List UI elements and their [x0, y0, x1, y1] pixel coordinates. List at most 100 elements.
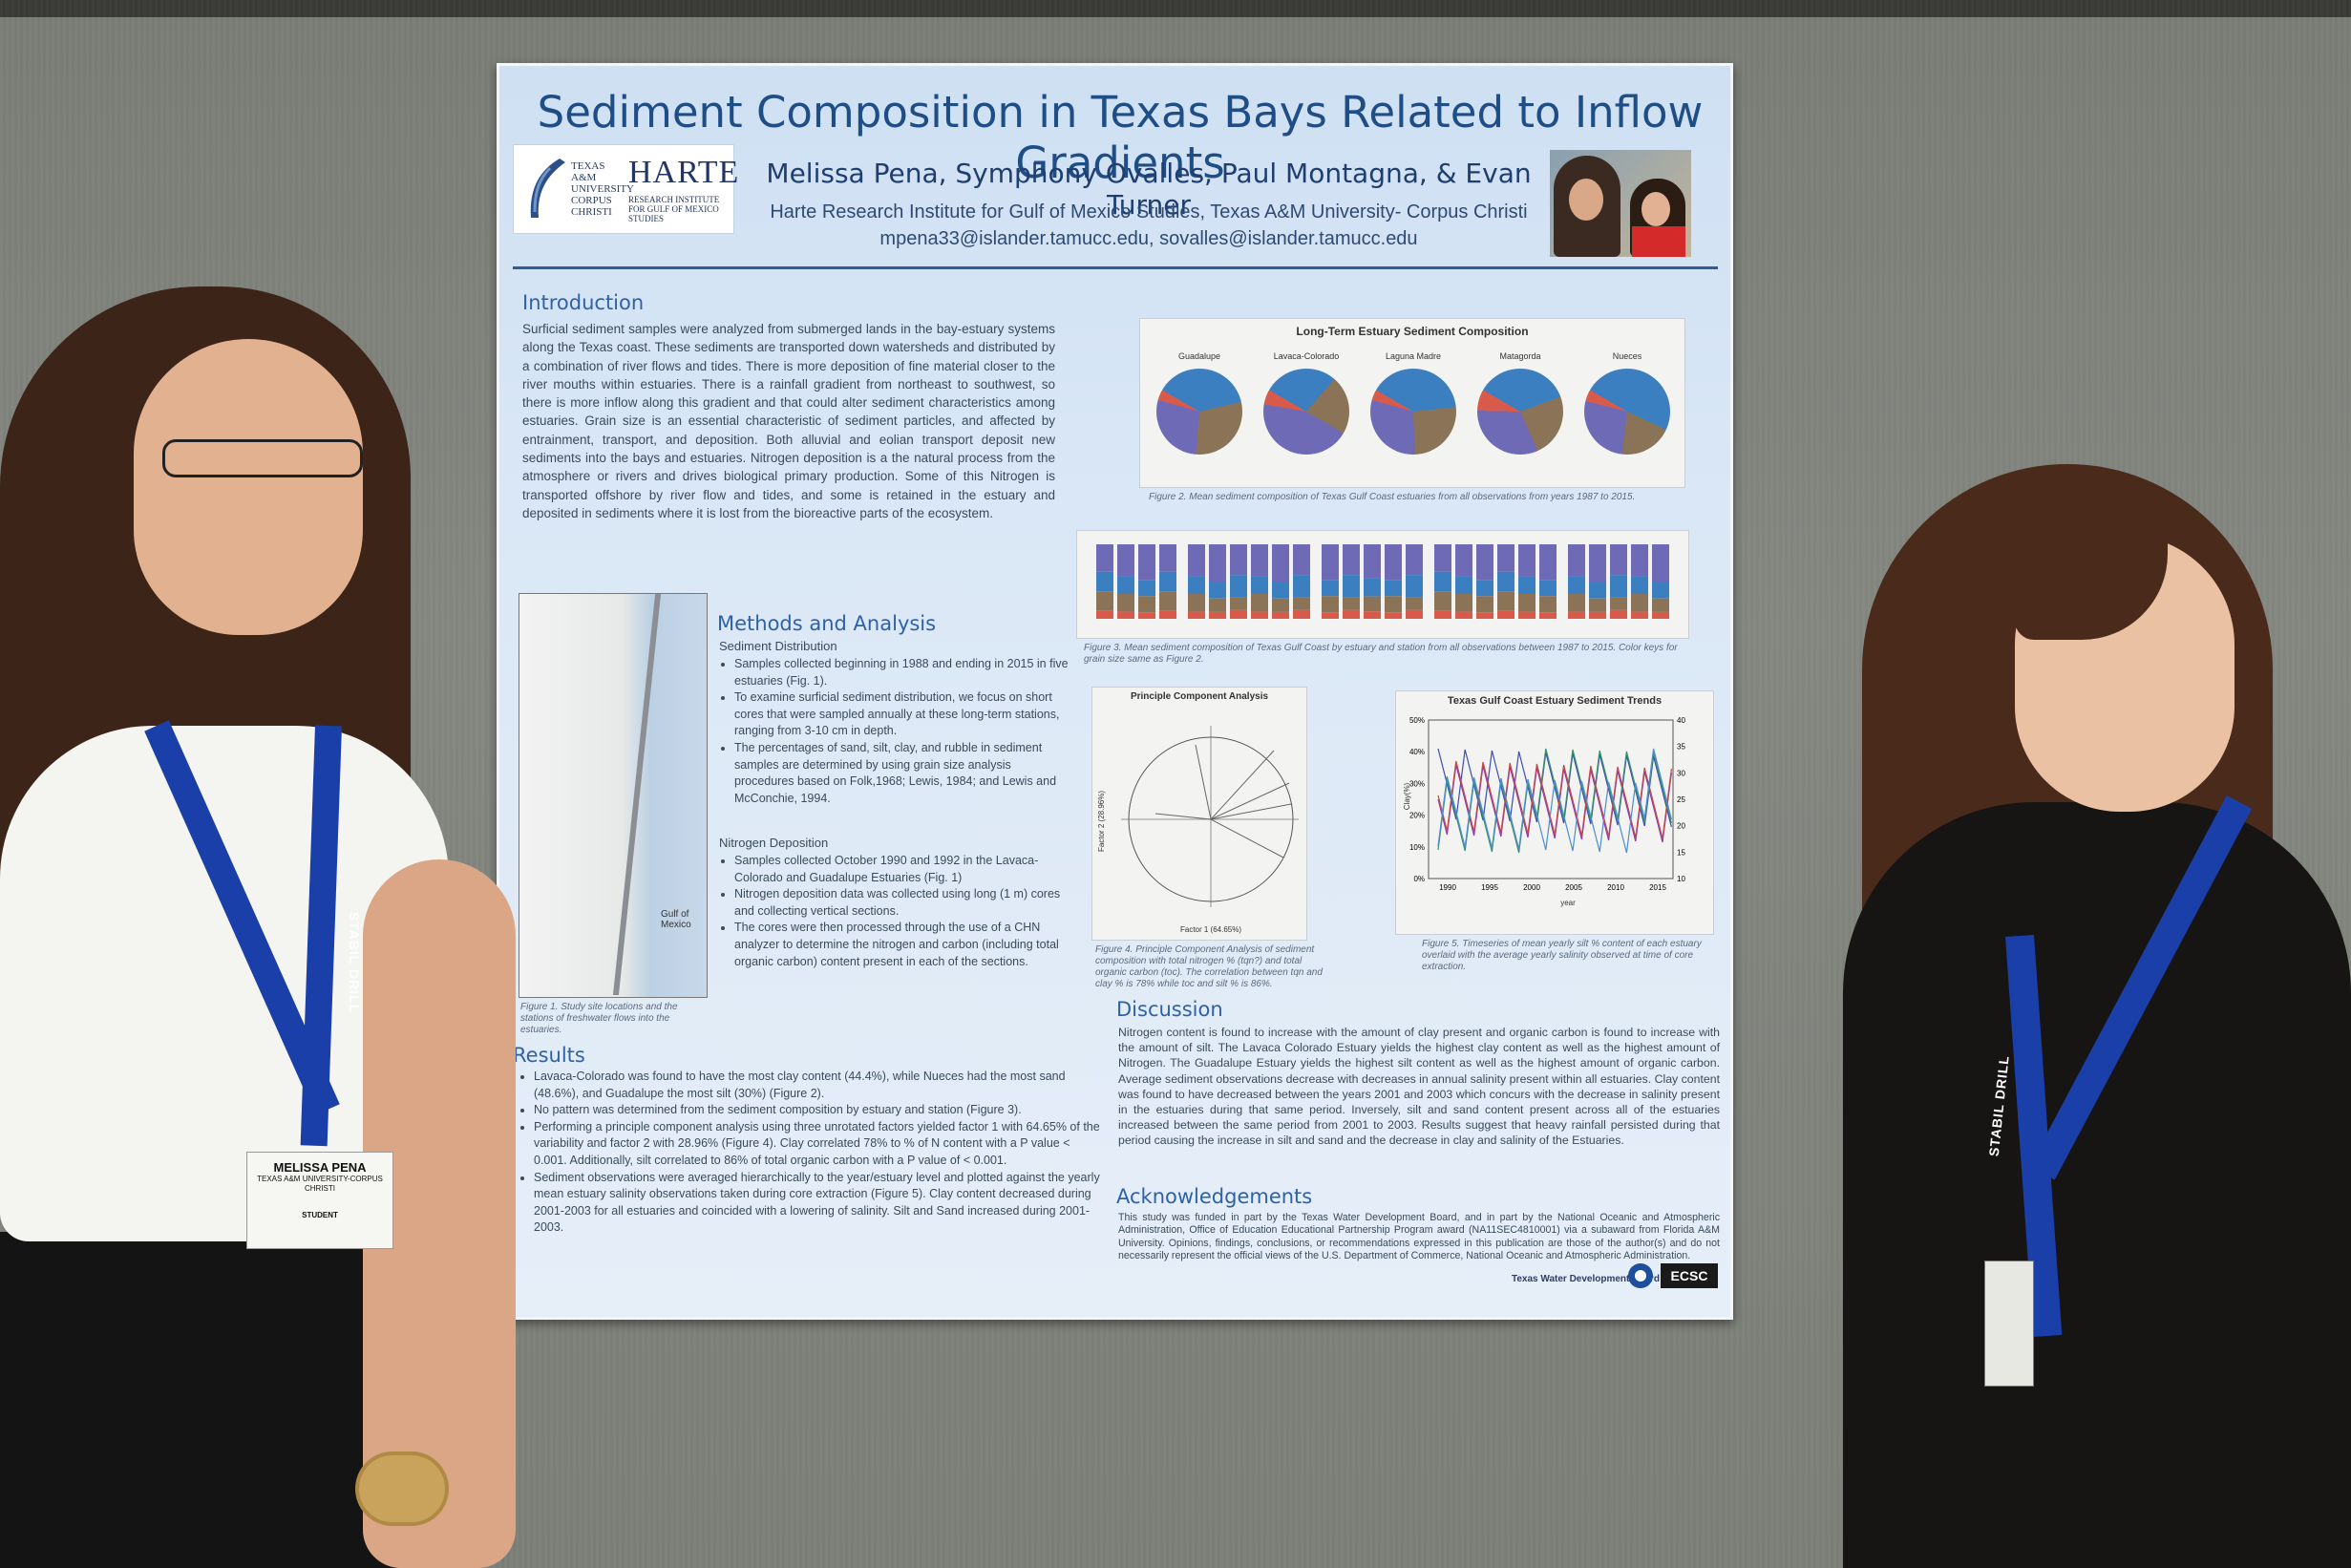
x-tick-label: 2000 — [1523, 883, 1540, 892]
stacked-bar-segment — [1539, 596, 1557, 613]
stacked-bar-segment — [1096, 591, 1113, 611]
y2-tick-label: 40 — [1677, 716, 1685, 725]
stacked-bar-segment — [1138, 596, 1155, 613]
y-tick-label: 50% — [1409, 716, 1425, 725]
stacked-bar-segment — [1209, 544, 1226, 582]
face — [134, 339, 363, 635]
series-line — [1437, 748, 1672, 828]
stacked-bar-segment — [1518, 594, 1536, 612]
stacked-bar-segment — [1589, 611, 1606, 619]
stacked-bar-segment — [1230, 544, 1247, 576]
y2-tick-label: 25 — [1677, 795, 1685, 804]
stacked-bar-segment — [1434, 544, 1451, 572]
stacked-bar-segment — [1497, 610, 1514, 619]
figure2-title: Long-Term Estuary Sediment Composition — [1296, 325, 1529, 338]
logo-university-text: TEXAS A&M UNIVERSITY CORPUS CHRISTI — [571, 160, 634, 218]
stacked-bar-segment — [1251, 576, 1268, 594]
funder-logos: Texas Water Development Board — [1512, 1269, 1660, 1286]
stacked-bar-segment — [1434, 591, 1451, 611]
poster-affiliation: Harte Research Institute for Gulf of Mex… — [770, 201, 1528, 222]
y2-tick-label: 20 — [1677, 822, 1685, 831]
stacked-bar-segment — [1364, 611, 1381, 619]
stacked-bar-segment — [1434, 610, 1451, 619]
introduction-heading: Introduction — [522, 291, 645, 314]
stacked-bar-segment — [1610, 575, 1627, 598]
stacked-bar-segment — [1343, 544, 1360, 576]
stacked-bar-segment — [1652, 598, 1669, 612]
stacked-bar-segment — [1096, 610, 1113, 619]
stacked-bar-segment — [1230, 609, 1247, 619]
figure4-pca-chart: Principle Component Analysis Factor 1 (6… — [1091, 687, 1307, 941]
stacked-bar-segment — [1455, 594, 1472, 612]
name-badge: MELISSA PENA TEXAS A&M UNIVERSITY-CORPUS… — [246, 1152, 393, 1249]
list-item: Performing a principle component analysi… — [534, 1119, 1103, 1170]
y2-tick-label: 10 — [1677, 875, 1685, 883]
research-poster: Sediment Composition in Texas Bays Relat… — [497, 63, 1733, 1320]
stacked-bar-segment — [1117, 594, 1134, 612]
stacked-bar-segment — [1476, 612, 1493, 619]
wristwatch — [355, 1451, 449, 1526]
plot-frame — [1428, 719, 1674, 879]
figure4-caption: Figure 4. Principle Component Analysis o… — [1095, 944, 1323, 989]
figure5-svg: year Clay(%) 1990 1995 2000 2005 2010 20150%1… — [1403, 716, 1685, 907]
lanyard-text: STABIL DRILL — [347, 911, 363, 1014]
discussion-text: Nitrogen content is found to increase wi… — [1118, 1026, 1720, 1148]
figure5-xlabel: year — [1560, 899, 1576, 907]
pie-slice-group — [1584, 369, 1670, 455]
list-item: Samples collected October 1990 and 1992 … — [734, 853, 1069, 886]
list-item: Nitrogen deposition data was collected u… — [734, 886, 1069, 920]
series-line — [1437, 748, 1672, 854]
stacked-bar-segment — [1610, 597, 1627, 610]
stacked-bar-segment — [1455, 576, 1472, 594]
stacked-bar-segment — [1159, 544, 1176, 572]
pie-chart: Guadalupe — [1152, 351, 1247, 455]
stacked-bar-segment — [1138, 544, 1155, 581]
stacked-bar-segment — [1631, 576, 1648, 594]
stacked-bar-segment — [1406, 544, 1423, 576]
list-item: Sediment observations were averaged hier… — [534, 1170, 1103, 1237]
stacked-bar-segment — [1385, 544, 1402, 581]
stacked-bar-segment — [1272, 611, 1289, 619]
x-tick-label: 2015 — [1649, 883, 1666, 892]
stacked-bar-segment — [1188, 594, 1205, 612]
stacked-bar-segment — [1497, 571, 1514, 592]
series-line — [1437, 760, 1672, 839]
pie-slice-group — [1477, 369, 1563, 455]
name-badge — [1984, 1261, 2034, 1387]
stacked-bar-segment — [1251, 594, 1268, 612]
pie-chart: Laguna Madre — [1366, 351, 1461, 455]
figure4-svg: Factor 1 (64.65%) Factor 2 (28.96%) — [1097, 726, 1299, 934]
stacked-bar-segment — [1652, 582, 1669, 599]
stacked-bar-segment — [1272, 544, 1289, 582]
stacked-bar-segment — [1251, 544, 1268, 577]
stacked-bar-segment — [1610, 544, 1627, 576]
y-tick-label: 0% — [1413, 875, 1425, 883]
y2-tick-label: 35 — [1677, 743, 1685, 752]
stacked-bar-segment — [1159, 571, 1176, 592]
list-item: No pattern was determined from the sedim… — [534, 1102, 1103, 1119]
stacked-bar-segment — [1230, 575, 1247, 598]
list-item: Lavaca-Colorado was found to have the mo… — [534, 1069, 1103, 1102]
poster-emails: mpena33@islander.tamucc.edu, sovalles@is… — [879, 228, 1418, 249]
pie-slice-group — [1156, 369, 1242, 455]
stacked-bar-segment — [1476, 580, 1493, 597]
stacked-bar-segment — [1476, 596, 1493, 613]
figure5-trend-chart: Texas Gulf Coast Estuary Sediment Trends… — [1395, 690, 1714, 935]
y-tick-label: 30% — [1409, 779, 1425, 788]
pie-label: Lavaca-Colorado — [1273, 351, 1340, 361]
pie-slice-group — [1370, 369, 1456, 455]
figure3-caption: Figure 3. Mean sediment composition of T… — [1084, 643, 1678, 665]
list-item: The percentages of sand, silt, clay, and… — [734, 740, 1069, 807]
header-divider — [513, 266, 1718, 269]
badge-name: MELISSA PENA — [273, 1160, 367, 1175]
stacked-bar-segment — [1568, 594, 1585, 612]
stacked-bar-segment — [1589, 544, 1606, 582]
methods-sediment-list: Samples collected beginning in 1988 and … — [721, 656, 1069, 807]
map-gulf-label: Gulf of Mexico — [661, 909, 691, 930]
stacked-bar-segment — [1293, 597, 1310, 610]
stacked-bar-segment — [1364, 596, 1381, 612]
black-top — [1843, 802, 2351, 1568]
poster-title: Sediment Composition in Texas Bays Relat… — [537, 87, 1704, 188]
stacked-bar-segment — [1117, 576, 1134, 594]
stacked-bar-segment — [1406, 575, 1423, 598]
